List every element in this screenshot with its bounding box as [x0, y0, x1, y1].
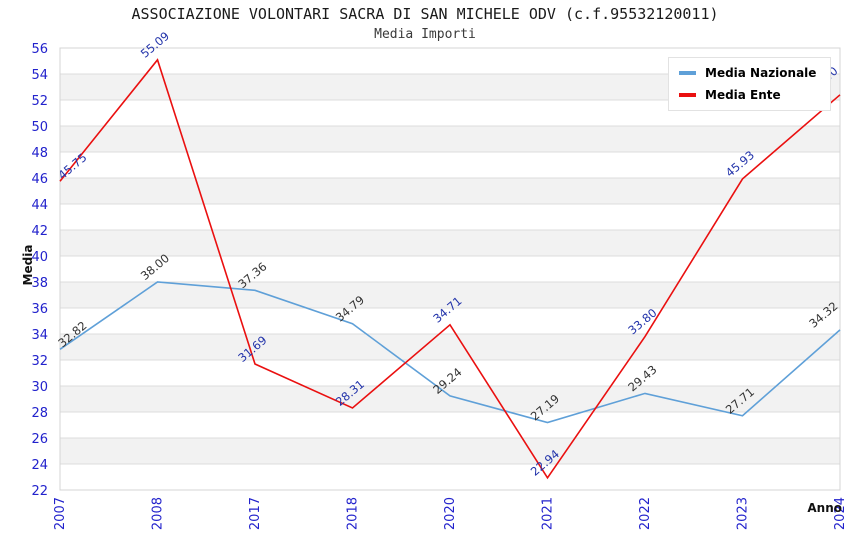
y-tick-label: 30 — [31, 380, 48, 395]
series-line-media-nazionale — [59, 281, 841, 424]
y-tick-label: 38 — [31, 276, 48, 291]
plot-border — [59, 47, 841, 491]
x-tick-label: 2008 — [151, 497, 166, 530]
x-tick-label: 2023 — [736, 497, 751, 530]
chart-subtitle: Media Importi — [374, 27, 476, 42]
x-tick-label: 2024 — [833, 497, 848, 530]
y-tick-label: 52 — [31, 94, 48, 109]
x-tick-label: 2020 — [443, 497, 458, 530]
legend-swatch-blue-line-icon — [679, 71, 696, 75]
y-tick-label: 24 — [31, 458, 48, 473]
plot-band — [60, 178, 840, 204]
plot-band — [60, 334, 840, 360]
plot-band — [60, 386, 840, 412]
y-tick-label: 54 — [31, 68, 48, 83]
legend-label: Media Ente — [705, 88, 781, 102]
plot-band — [60, 282, 840, 308]
y-tick-label: 22 — [31, 484, 48, 499]
y-tick-label: 48 — [31, 146, 48, 161]
plot-band — [60, 230, 840, 256]
x-tick-label: 2021 — [541, 497, 556, 530]
x-tick-label: 2017 — [248, 497, 263, 530]
y-axis-label: Media — [21, 244, 35, 286]
series-line-media-ente — [59, 58, 841, 480]
x-axis-label: Anno — [807, 501, 842, 515]
y-tick-label: 34 — [31, 328, 48, 343]
y-tick-label: 42 — [31, 224, 48, 239]
y-tick-label: 44 — [31, 198, 48, 213]
y-tick-label: 40 — [31, 250, 48, 265]
x-tick-label: 2018 — [346, 497, 361, 530]
y-tick-label: 46 — [31, 172, 48, 187]
y-tick-label: 28 — [31, 406, 48, 421]
x-tick-label: 2022 — [638, 497, 653, 530]
y-tick-label: 26 — [31, 432, 48, 447]
data-label: 45.93 — [723, 148, 757, 180]
legend: Media Nazionale Media Ente — [668, 57, 832, 111]
y-tick-label: 36 — [31, 302, 48, 317]
legend-item-media-nazionale: Media Nazionale — [679, 66, 816, 80]
legend-item-media-ente: Media Ente — [679, 88, 816, 102]
plot-band — [60, 126, 840, 152]
y-tick-label: 56 — [31, 42, 48, 57]
legend-swatch-red-line-icon — [679, 93, 696, 97]
data-label: 55.09 — [138, 29, 172, 61]
legend-label: Media Nazionale — [705, 66, 817, 80]
chart-title: ASSOCIAZIONE VOLONTARI SACRA DI SAN MICH… — [131, 5, 719, 23]
plot-band — [60, 438, 840, 464]
y-tick-label: 32 — [31, 354, 48, 369]
y-tick-label: 50 — [31, 120, 48, 135]
x-tick-label: 2007 — [53, 497, 68, 530]
